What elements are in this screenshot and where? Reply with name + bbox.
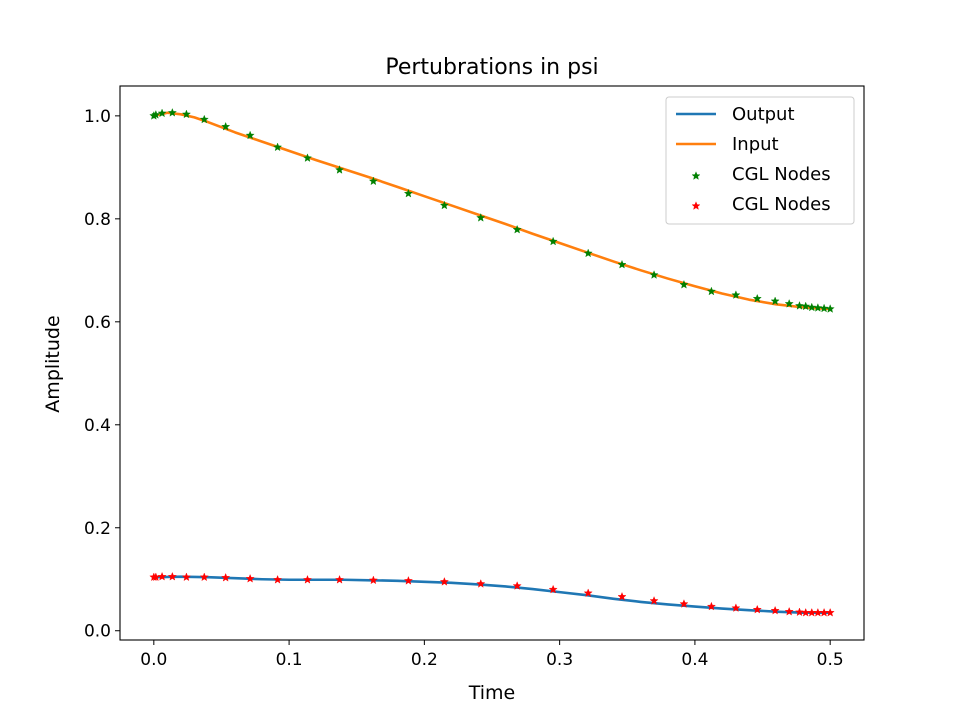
y-tick-label: 1.0 [84, 107, 111, 127]
x-tick-label: 0.2 [411, 650, 438, 670]
scatter-point [731, 603, 741, 612]
x-tick-label: 0.0 [140, 650, 167, 670]
y-tick-label: 0.0 [84, 622, 111, 642]
scatter-point [167, 108, 177, 117]
scatter-point [617, 259, 627, 269]
scatter-point [794, 607, 804, 617]
axes-frame [119, 85, 865, 641]
scatter-point [731, 290, 741, 299]
series-line-0 [152, 575, 832, 615]
scatter-point [439, 577, 449, 586]
scatter-point [794, 301, 804, 310]
scatter-point [807, 302, 817, 312]
scatter-series-2 [149, 108, 835, 313]
y-tick-label: 0.6 [84, 313, 111, 333]
scatter-point [403, 576, 413, 585]
scatter-point [368, 575, 378, 585]
scatter-point [157, 108, 167, 118]
scatter-point [706, 601, 716, 611]
scatter-point [199, 114, 209, 124]
y-tick-label: 0.8 [84, 210, 111, 230]
scatter-point [273, 575, 283, 584]
scatter-point [752, 293, 762, 303]
scatter-point [199, 572, 209, 582]
scatter-point [548, 584, 558, 594]
scatter-point [548, 236, 558, 246]
x-tick-label: 0.4 [681, 650, 708, 670]
chart-title: Pertubrations in psi [385, 55, 598, 80]
scatter-point [649, 596, 659, 605]
scatter-point [583, 248, 593, 258]
scatter-point [679, 279, 689, 289]
scatter-point [770, 605, 780, 615]
scatter-point [825, 304, 835, 313]
scatter-point [335, 575, 345, 584]
y-axis-label: Amplitude [42, 315, 64, 412]
scatter-series-3 [149, 571, 835, 617]
scatter-point [752, 604, 762, 614]
scatter-point [302, 153, 313, 162]
scatter-point [784, 606, 794, 616]
scatter-point [617, 591, 627, 601]
scatter-point [403, 188, 413, 198]
legend-marker-swatch [691, 201, 701, 210]
scatter-point [476, 213, 486, 222]
x-axis-label: Time [468, 682, 516, 704]
scatter-point [151, 110, 161, 119]
plot-area: 0.0 0.1 0.2 0.3 0.4 0.5 0.0 0.2 0.4 0.6 0.8 1.0 Outp… [84, 85, 865, 670]
scatter-point [167, 571, 177, 581]
scatter-point [476, 579, 486, 588]
scatter-point [181, 572, 191, 582]
legend: Output Input CGL Nodes CGL Nodes [665, 96, 855, 225]
scatter-point [583, 588, 593, 597]
scatter-point [770, 296, 780, 306]
scatter-point [679, 599, 689, 608]
y-tick-label: 0.2 [84, 519, 111, 539]
scatter-point [157, 571, 167, 581]
scatter-point [221, 572, 231, 582]
scatter-point [784, 299, 794, 308]
scatter-point [706, 286, 716, 296]
x-tick-label: 0.1 [276, 650, 303, 670]
scatter-point [649, 270, 659, 279]
legend-label: Output [732, 104, 795, 125]
scatter-point [801, 301, 811, 311]
scatter-point [512, 581, 522, 590]
scatter-point [512, 224, 522, 234]
scatter-point [825, 607, 835, 617]
scatter-point [181, 109, 191, 119]
legend-frame [665, 96, 855, 225]
y-tick-label: 0.4 [84, 416, 111, 436]
legend-label: Input [732, 134, 779, 155]
scatter-point [245, 573, 255, 583]
scatter-point [273, 142, 283, 152]
scatter-point [302, 575, 313, 584]
legend-label: CGL Nodes [732, 194, 831, 215]
scatter-point [335, 165, 345, 174]
scatter-point [245, 130, 255, 140]
legend-label: CGL Nodes [732, 164, 831, 185]
scatter-point [221, 121, 231, 131]
scatter-point [819, 303, 829, 313]
scatter-point [439, 200, 449, 210]
legend-marker-swatch [691, 171, 701, 180]
x-tick-label: 0.3 [546, 650, 573, 670]
scatter-point [813, 303, 823, 312]
scatter-point [368, 176, 378, 186]
x-tick-label: 0.5 [817, 650, 844, 670]
series-line-1 [152, 111, 832, 311]
